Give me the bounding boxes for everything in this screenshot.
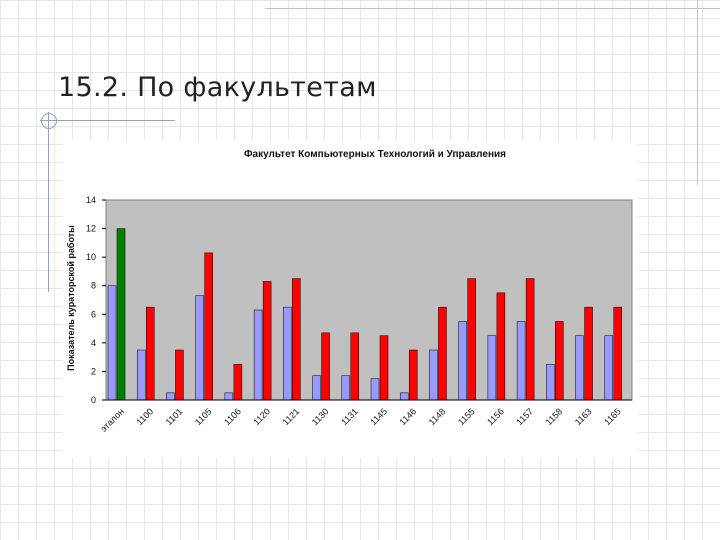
bar-1157-series-1 [516,321,526,401]
bar-1145-series-1 [370,378,380,401]
y-tick-label: 12 [86,224,96,234]
x-tick-label: 1155 [456,406,477,427]
x-tick-label: 1145 [368,406,389,427]
bar-1121-series-1 [283,306,292,401]
y-axis-label: Показатель кураторской работы [66,225,76,371]
bar-1155-series-2 [467,278,476,401]
bar-1100-series-1 [136,349,146,401]
decorative-line-right [697,0,698,185]
y-tick-label: 0 [91,395,96,405]
decorative-line-vertical [48,112,49,292]
x-tick-label: 1157 [514,406,535,427]
bar-1146-series-1 [399,392,409,401]
bar-1131-series-1 [341,375,351,401]
x-tick-label: 1100 [134,406,155,427]
y-tick-label: 14 [86,195,96,205]
bar-1146-series-2 [408,349,418,401]
bar-эталон-series-2 [116,228,126,401]
y-tick-label: 4 [91,338,96,348]
x-tick-label: 1163 [573,406,594,427]
bar-1148-series-2 [438,306,447,401]
bar-1101-series-2 [175,349,184,401]
bar-1148-series-1 [429,349,438,401]
y-tick-label: 2 [91,366,96,376]
x-tick-label: 1106 [222,406,243,427]
y-tick-label: 10 [86,252,96,262]
bar-1158-series-2 [555,321,564,401]
bar-1145-series-2 [379,335,389,401]
bar-1131-series-2 [350,332,360,401]
bar-1106-series-1 [224,392,234,401]
y-tick-label: 6 [91,309,96,319]
x-tick-label: 1165 [602,406,623,427]
bars-group [107,228,623,401]
x-tick-label: 1158 [544,406,565,427]
x-tick-label: 1148 [427,406,448,427]
slide-title: 15.2. По факультетам [58,72,377,103]
bar-1130-series-2 [321,332,330,401]
bar-chart: Факультет Компьютерных Технологий и Упра… [66,149,633,434]
x-tick-label: эталон [99,406,126,433]
bar-1157-series-2 [525,278,535,401]
bar-1105-series-2 [204,252,213,401]
decorative-line-horizontal [40,120,175,121]
bar-1106-series-2 [233,364,243,401]
y-axis-ticks: 0 2 4 6 8 10 12 14 [86,195,106,405]
x-tick-label: 1120 [251,406,272,427]
bar-1156-series-1 [487,335,497,401]
y-tick-label: 8 [91,281,96,291]
bar-1100-series-2 [145,306,155,401]
bar-1165-series-2 [613,306,623,401]
x-tick-label: 1121 [281,406,302,427]
decorative-line-top [265,8,720,9]
bar-1155-series-1 [458,321,467,401]
bar-1156-series-2 [496,292,506,401]
x-tick-label: 1105 [193,406,214,427]
bar-1105-series-1 [195,295,204,401]
x-tick-label: 1131 [339,406,360,427]
decorative-circle [41,113,57,129]
bar-1121-series-2 [292,278,301,401]
bar-1163-series-1 [575,335,584,401]
bar-1120-series-1 [253,309,263,401]
bar-1130-series-1 [312,375,321,401]
x-tick-label: 1101 [164,406,185,427]
plot-area [105,199,633,401]
x-tick-label: 1146 [397,406,418,427]
x-axis-labels: эталон 1100 1101 1105 1106 1120 1121 1130 1131 11… [99,406,623,433]
chart-title: Факультет Компьютерных Технологий и Упра… [244,149,506,160]
bar-эталон-series-1 [107,285,117,401]
bar-1163-series-2 [584,306,593,401]
chart-panel: Факультет Компьютерных Технологий и Упра… [62,140,638,458]
bar-1120-series-2 [262,281,272,401]
bar-1165-series-1 [604,335,614,401]
bar-1101-series-1 [166,392,175,401]
x-tick-label: 1156 [485,406,506,427]
x-tick-label: 1130 [310,406,331,427]
bar-1158-series-1 [546,364,555,401]
